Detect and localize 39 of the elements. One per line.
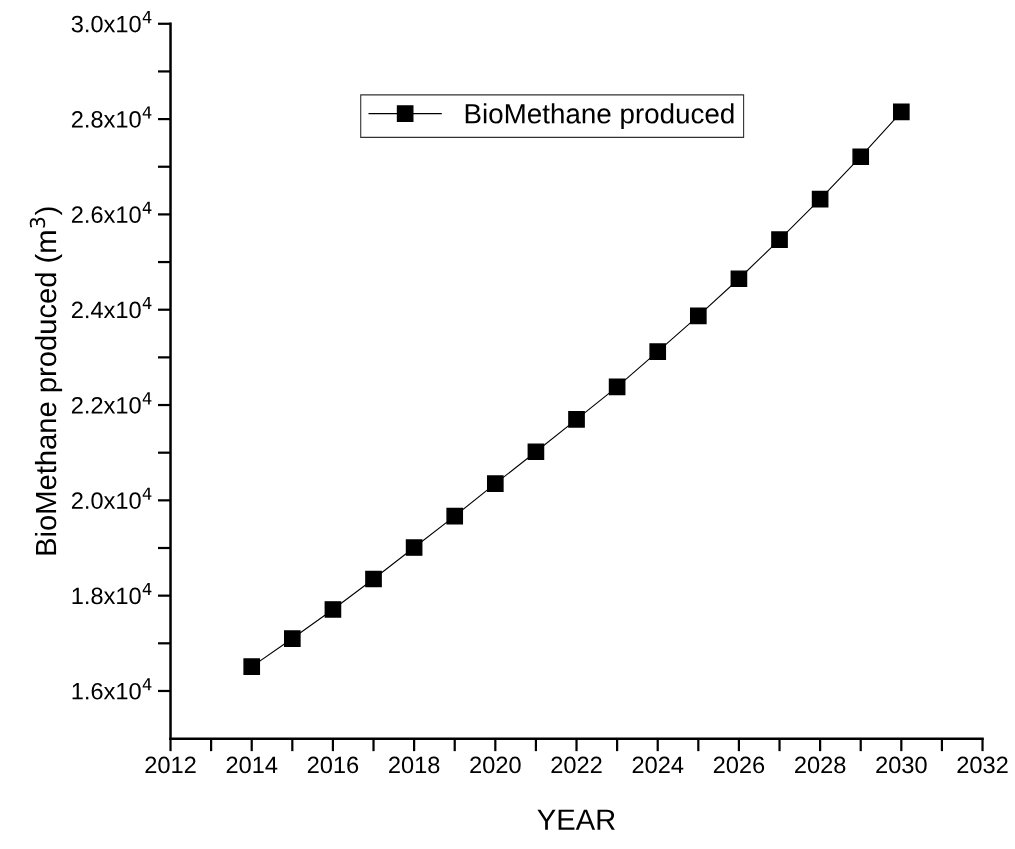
x-tick-label: 2018 [389, 756, 440, 774]
point [730, 270, 748, 288]
x-tick-label: 2014 [226, 756, 278, 774]
y-tick-label: 1.6x10$^{4}$ [72, 678, 152, 700]
x-tick-label: 2022 [551, 756, 602, 774]
y-tick-label: 2.2x10$^{4}$ [71, 392, 152, 414]
x-tick-label: 2016 [307, 756, 359, 774]
y-tick-label: 2.0x10$^{4}$ [71, 487, 152, 509]
point [892, 103, 910, 121]
y-tick-label: 3.0x10$^{4}$ [71, 11, 152, 33]
x-tick-label: 2028 [795, 756, 846, 774]
point [243, 658, 261, 676]
x-tick-label: 2030 [876, 756, 927, 774]
x-tick-label: 2032 [957, 756, 1008, 774]
point [771, 231, 788, 248]
point [689, 307, 707, 325]
point [608, 378, 626, 396]
point [568, 410, 585, 428]
x-tick-label: 2012 [145, 756, 196, 774]
legend-label: BioMethane produced [465, 103, 734, 130]
point [405, 539, 423, 556]
y-tick-label: 1.8x10$^{4}$ [72, 582, 152, 605]
point [446, 507, 464, 525]
x-tick-label: 2024 [632, 756, 684, 774]
point [365, 570, 382, 588]
point [649, 343, 667, 360]
y-tick-label: 2.4x10$^{4}$ [71, 297, 152, 319]
point [852, 148, 870, 166]
point [811, 190, 829, 208]
x-tick-label: 2026 [713, 756, 765, 774]
x-axis-title: YEAR [537, 809, 615, 830]
x-tick-label: 2020 [470, 756, 521, 774]
y-tick-label: 2.6x10$^{4}$ [71, 201, 152, 224]
point [283, 630, 301, 647]
point [486, 475, 504, 492]
y-axis-title: BioMethane produced (m$^{3}$) [29, 207, 63, 555]
point [527, 443, 545, 461]
point [324, 601, 342, 618]
y-tick-label: 2.8x10$^{4}$ [71, 106, 152, 128]
